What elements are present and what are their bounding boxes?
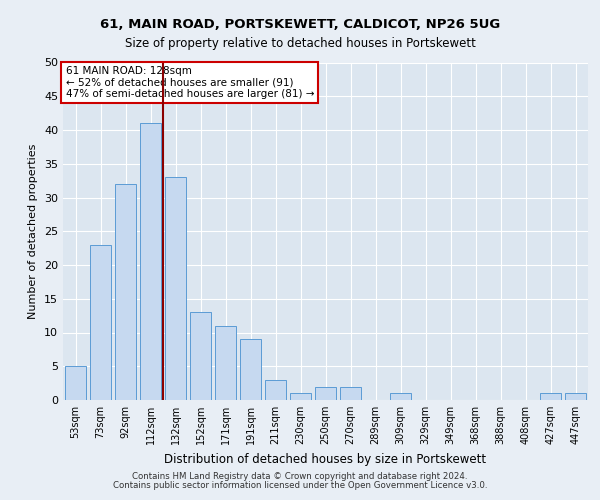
Bar	[240, 339, 261, 400]
Bar	[215, 326, 236, 400]
Bar	[290, 393, 311, 400]
Bar	[315, 386, 336, 400]
Text: 61, MAIN ROAD, PORTSKEWETT, CALDICOT, NP26 5UG: 61, MAIN ROAD, PORTSKEWETT, CALDICOT, NP…	[100, 18, 500, 30]
Text: Size of property relative to detached houses in Portskewett: Size of property relative to detached ho…	[125, 38, 475, 51]
Text: Contains HM Land Registry data © Crown copyright and database right 2024.: Contains HM Land Registry data © Crown c…	[132, 472, 468, 481]
Bar	[190, 312, 211, 400]
Bar	[340, 386, 361, 400]
Bar	[540, 393, 561, 400]
Bar	[165, 178, 186, 400]
Bar	[90, 244, 111, 400]
X-axis label: Distribution of detached houses by size in Portskewett: Distribution of detached houses by size …	[164, 452, 487, 466]
Bar	[140, 123, 161, 400]
Text: 61 MAIN ROAD: 128sqm
← 52% of detached houses are smaller (91)
47% of semi-detac: 61 MAIN ROAD: 128sqm ← 52% of detached h…	[65, 66, 314, 99]
Bar	[390, 393, 411, 400]
Bar	[65, 366, 86, 400]
Y-axis label: Number of detached properties: Number of detached properties	[28, 144, 38, 319]
Bar	[565, 393, 586, 400]
Text: Contains public sector information licensed under the Open Government Licence v3: Contains public sector information licen…	[113, 481, 487, 490]
Bar	[265, 380, 286, 400]
Bar	[115, 184, 136, 400]
